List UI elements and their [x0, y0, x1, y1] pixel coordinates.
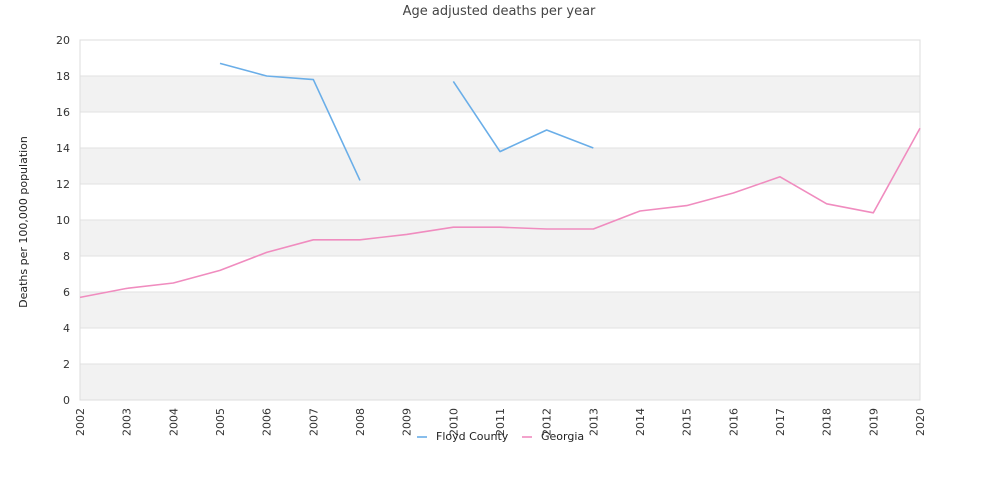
- y-tick-label: 8: [63, 250, 70, 263]
- y-axis-label: Deaths per 100,000 population: [17, 136, 30, 308]
- x-tick-label: 2018: [821, 408, 834, 436]
- plot-band: [80, 364, 920, 400]
- x-tick-label: 2003: [121, 408, 134, 436]
- y-tick-labels: 0 2 4 6 8 10 12 14 16 18 20: [56, 34, 70, 407]
- x-tick-label: 2019: [867, 408, 880, 436]
- series-lines: [79, 62, 921, 299]
- x-tick-label: 2008: [354, 408, 367, 436]
- y-tick-label: 14: [56, 142, 70, 155]
- legend-label-floyd-county: Floyd County: [436, 430, 509, 443]
- x-tick-labels: 2002 2003 2004 2005 2006 2007 2008 2009 2010 2011…: [74, 408, 927, 436]
- x-tick-label: 2007: [307, 408, 320, 436]
- y-tick-label: 10: [56, 214, 70, 227]
- legend-label-georgia: Georgia: [541, 430, 584, 443]
- x-tick-label: 2020: [914, 408, 927, 436]
- x-tick-label: 2017: [774, 408, 787, 436]
- legend: Floyd County Georgia: [417, 430, 584, 443]
- series-line-georgia: [79, 127, 921, 299]
- x-tick-label: 2012: [541, 408, 554, 436]
- x-tick-label: 2013: [587, 408, 600, 436]
- y-tick-label: 18: [56, 70, 70, 83]
- x-tick-label: 2004: [167, 408, 180, 436]
- y-tick-label: 4: [63, 322, 70, 335]
- y-tick-label: 2: [63, 358, 70, 371]
- y-tick-label: 12: [56, 178, 70, 191]
- x-tick-label: 2014: [634, 408, 647, 436]
- plot-band: [80, 292, 920, 328]
- series-line-floyd-county: [219, 62, 594, 181]
- x-tick-label: 2015: [681, 408, 694, 436]
- y-tick-label: 20: [56, 34, 70, 47]
- x-tick-label: 2011: [494, 408, 507, 436]
- chart-title: Age adjusted deaths per year: [403, 4, 596, 19]
- y-tick-label: 16: [56, 106, 70, 119]
- x-tick-label: 2002: [74, 408, 87, 436]
- plot-band: [80, 76, 920, 112]
- x-tick-label: 2009: [401, 408, 414, 436]
- x-tick-label: 2010: [447, 408, 460, 436]
- plot-border: [79, 39, 921, 401]
- plot-bands: [80, 76, 920, 400]
- y-tick-label: 0: [63, 394, 70, 407]
- x-tick-label: 2006: [261, 408, 274, 436]
- x-tick-label: 2005: [214, 408, 227, 436]
- x-tick-label: 2016: [727, 408, 740, 436]
- plot-band: [80, 148, 920, 184]
- y-tick-label: 6: [63, 286, 70, 299]
- plot-band: [80, 220, 920, 256]
